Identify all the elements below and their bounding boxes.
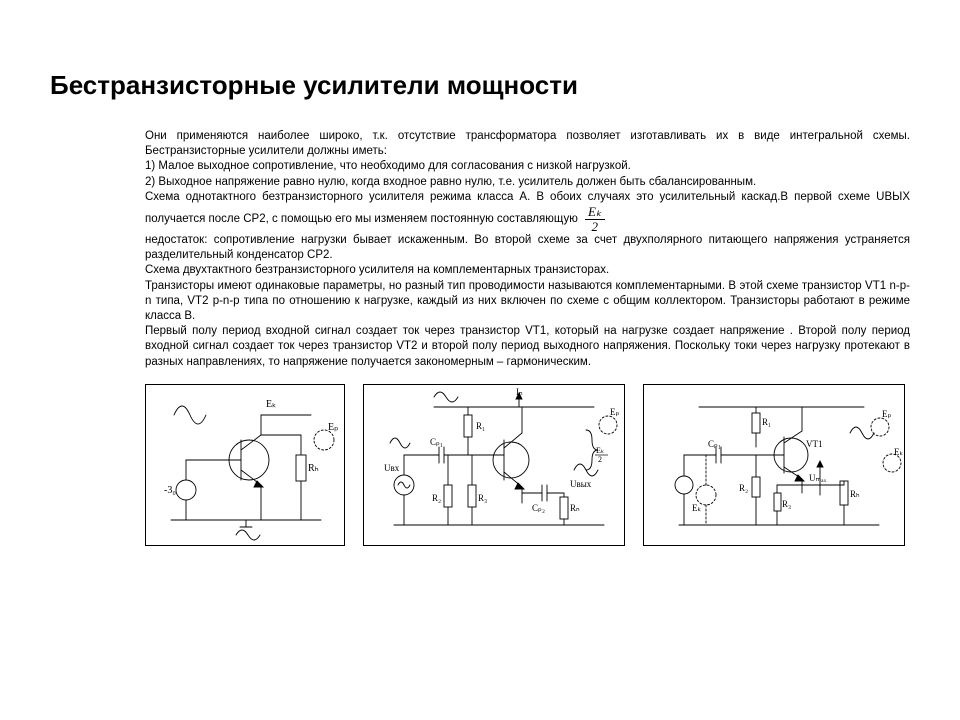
svg-text:Eₖ: Eₖ bbox=[894, 447, 903, 457]
svg-text:R₂: R₂ bbox=[739, 483, 748, 493]
svg-text:R₁: R₁ bbox=[476, 421, 485, 431]
svg-text:Cₚ₁: Cₚ₁ bbox=[430, 437, 443, 447]
para-c: Схема двухтактного безтранзисторного уси… bbox=[145, 263, 910, 278]
svg-text:Uₘₐₓ: Uₘₐₓ bbox=[809, 473, 827, 483]
svg-text:Cₚ₂: Cₚ₂ bbox=[532, 503, 545, 513]
body-text: Они применяются наиболее широко, т.к. от… bbox=[50, 129, 910, 370]
svg-text:Uвх: Uвх bbox=[384, 463, 400, 473]
svg-text:Eₚ: Eₚ bbox=[328, 422, 338, 433]
para-b: недостаток: сопротивление нагрузки бывае… bbox=[145, 233, 910, 263]
page-title: Бестранзисторные усилители мощности bbox=[50, 70, 910, 101]
para-d: Транзисторы имеют одинаковые параметры, … bbox=[145, 279, 910, 325]
schematics-row: Eₖ Rₕ Eₚ -3₀ bbox=[50, 384, 910, 546]
svg-text:R₃: R₃ bbox=[478, 493, 487, 503]
svg-text:R₁: R₁ bbox=[762, 417, 771, 427]
svg-text:Rₕ: Rₕ bbox=[308, 463, 319, 474]
para-e: Первый полу период входной сигнал создае… bbox=[145, 324, 910, 370]
para-a: Схема однотактного безтранзисторного уси… bbox=[145, 190, 910, 233]
svg-text:Eₖ: Eₖ bbox=[266, 399, 276, 410]
svg-text:R₃: R₃ bbox=[782, 499, 791, 509]
schematic-1: Eₖ Rₕ Eₚ -3₀ bbox=[145, 384, 345, 546]
req-2: 2) Выходное напряжение равно нулю, когда… bbox=[145, 175, 910, 190]
svg-text:Eₖ: Eₖ bbox=[596, 446, 604, 455]
svg-text:Iₙ: Iₙ bbox=[516, 387, 523, 397]
schematic-3: Eₚ Eₖ R₁ R₂ R₃ Cₚ₁ VT1 Uₘₐₓ Rₕ Eₖ bbox=[643, 384, 905, 546]
svg-text:Eₖ: Eₖ bbox=[692, 503, 701, 513]
svg-text:Uвых: Uвых bbox=[570, 479, 592, 489]
svg-text:Eₚ: Eₚ bbox=[882, 409, 891, 419]
svg-text:VT1: VT1 bbox=[806, 439, 823, 449]
formula-ek2: Eₖ 2 bbox=[585, 205, 604, 233]
svg-text:Rₕ: Rₕ bbox=[850, 489, 860, 499]
svg-text:R₂: R₂ bbox=[432, 493, 441, 503]
svg-text:Cₚ₁: Cₚ₁ bbox=[708, 439, 721, 449]
req-1: 1) Малое выходное сопротивление, что нео… bbox=[145, 159, 910, 174]
svg-text:2: 2 bbox=[598, 455, 602, 464]
svg-text:Rₙ: Rₙ bbox=[570, 503, 580, 513]
intro: Они применяются наиболее широко, т.к. от… bbox=[145, 129, 910, 159]
schematic-2: Iₙ Eₚ R₁ R₂ R₃ Cₚ₁ Cₚ₂ Rₙ Uвх Uвых Eₖ 2 bbox=[363, 384, 625, 546]
svg-text:Eₚ: Eₚ bbox=[610, 407, 619, 417]
svg-text:-3₀: -3₀ bbox=[164, 485, 176, 496]
